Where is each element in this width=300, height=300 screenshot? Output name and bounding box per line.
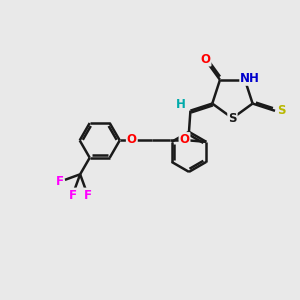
- Text: NH: NH: [240, 72, 260, 85]
- Text: O: O: [179, 133, 190, 146]
- Text: O: O: [200, 52, 211, 65]
- Text: F: F: [84, 189, 92, 202]
- Text: S: S: [228, 112, 237, 125]
- Text: S: S: [277, 104, 286, 117]
- Text: F: F: [56, 176, 63, 188]
- Text: O: O: [127, 133, 137, 146]
- Text: F: F: [69, 189, 76, 202]
- Text: H: H: [176, 98, 186, 111]
